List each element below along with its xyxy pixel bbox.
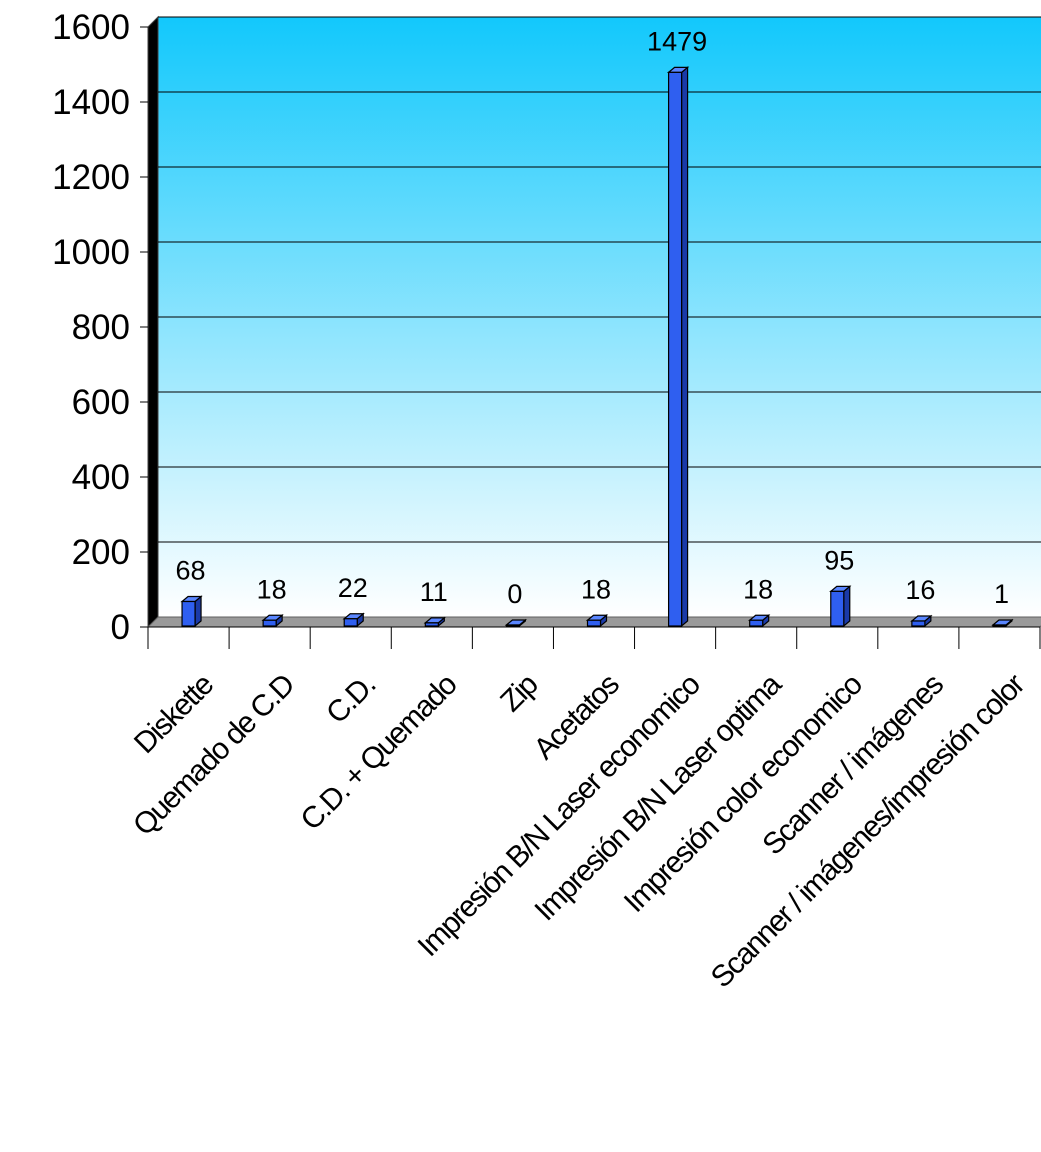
data-label: 0 <box>507 579 522 609</box>
bar <box>505 624 521 627</box>
bar <box>749 619 764 627</box>
data-label: 18 <box>257 574 287 604</box>
bar <box>181 600 196 627</box>
plot-side-wall <box>147 15 159 629</box>
bar <box>343 618 358 627</box>
bar <box>911 620 926 627</box>
x-category-label: Zip <box>494 668 544 718</box>
data-label: 16 <box>905 575 935 605</box>
bar-side <box>680 66 689 628</box>
bar <box>586 619 602 627</box>
bar <box>830 590 845 627</box>
y-tick-label: 800 <box>72 308 130 347</box>
data-label: 1479 <box>647 26 707 56</box>
y-tick-label: 400 <box>72 458 130 497</box>
data-label: 68 <box>176 556 206 586</box>
y-tick-label: 200 <box>72 533 130 572</box>
bar <box>262 619 277 627</box>
y-tick-label: 1400 <box>52 83 130 122</box>
bar <box>424 622 439 627</box>
data-label: 22 <box>338 573 368 603</box>
y-tick-label: 1200 <box>52 158 130 197</box>
y-tick-label: 0 <box>111 608 130 647</box>
bar <box>992 624 1007 627</box>
x-category-label: C.D. <box>320 669 382 731</box>
data-label: 11 <box>420 577 448 607</box>
y-tick-label: 1000 <box>52 233 130 272</box>
bar-side <box>843 585 851 628</box>
data-label: 1 <box>994 579 1009 609</box>
data-label: 95 <box>824 545 854 575</box>
data-label: 18 <box>581 574 611 604</box>
y-tick-label: 600 <box>72 383 130 422</box>
bar <box>667 71 683 627</box>
data-label: 18 <box>743 574 773 604</box>
y-tick-label: 1600 <box>52 8 130 47</box>
